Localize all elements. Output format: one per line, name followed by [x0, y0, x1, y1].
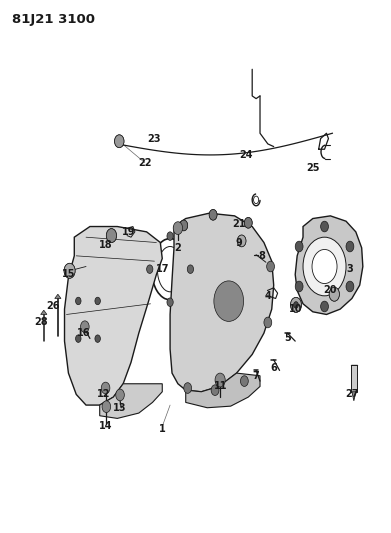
- Circle shape: [81, 321, 89, 333]
- Circle shape: [95, 335, 100, 342]
- Polygon shape: [170, 213, 274, 392]
- Circle shape: [187, 265, 194, 273]
- Text: 20: 20: [324, 286, 337, 295]
- Circle shape: [346, 241, 354, 252]
- Polygon shape: [65, 227, 162, 405]
- Circle shape: [321, 301, 328, 312]
- Text: 27: 27: [345, 390, 359, 399]
- Text: 3: 3: [346, 264, 353, 274]
- Text: 14: 14: [99, 422, 112, 431]
- Circle shape: [115, 135, 124, 148]
- Polygon shape: [186, 373, 260, 408]
- Circle shape: [215, 373, 225, 387]
- Circle shape: [167, 232, 173, 240]
- Text: 12: 12: [97, 390, 110, 399]
- Circle shape: [264, 317, 272, 328]
- Text: 1: 1: [159, 424, 166, 434]
- Circle shape: [291, 297, 301, 312]
- Text: 7: 7: [253, 371, 260, 381]
- Circle shape: [75, 335, 81, 342]
- Text: 15: 15: [62, 270, 75, 279]
- Text: 4: 4: [264, 291, 271, 301]
- Circle shape: [211, 385, 219, 395]
- Text: 10: 10: [289, 304, 302, 314]
- Circle shape: [95, 297, 100, 305]
- Circle shape: [329, 287, 339, 301]
- Text: 16: 16: [77, 328, 91, 338]
- Text: 11: 11: [214, 382, 228, 391]
- Text: 21: 21: [232, 219, 245, 229]
- Circle shape: [209, 209, 217, 220]
- Text: 13: 13: [113, 403, 126, 413]
- Text: 6: 6: [270, 363, 277, 373]
- Circle shape: [106, 229, 117, 243]
- Text: 26: 26: [46, 302, 59, 311]
- Text: 23: 23: [148, 134, 161, 143]
- Circle shape: [180, 220, 188, 231]
- Text: 5: 5: [284, 334, 291, 343]
- Text: 25: 25: [306, 163, 319, 173]
- Text: 19: 19: [122, 227, 136, 237]
- Circle shape: [147, 265, 153, 273]
- Text: 17: 17: [156, 264, 169, 274]
- Text: 28: 28: [34, 318, 48, 327]
- Circle shape: [64, 263, 75, 278]
- Circle shape: [294, 302, 298, 308]
- Circle shape: [184, 383, 192, 393]
- Circle shape: [346, 281, 354, 292]
- Text: 18: 18: [99, 240, 112, 250]
- Text: 8: 8: [258, 251, 265, 261]
- Circle shape: [167, 298, 173, 306]
- Text: 81J21 3100: 81J21 3100: [12, 13, 95, 26]
- Circle shape: [101, 382, 110, 394]
- Circle shape: [214, 281, 244, 321]
- Text: 2: 2: [174, 243, 181, 253]
- Text: 24: 24: [240, 150, 253, 159]
- Circle shape: [295, 281, 303, 292]
- Polygon shape: [352, 392, 356, 401]
- Circle shape: [116, 389, 124, 401]
- Circle shape: [295, 241, 303, 252]
- Circle shape: [321, 221, 328, 232]
- Polygon shape: [100, 384, 162, 418]
- Text: 9: 9: [235, 238, 242, 247]
- Polygon shape: [55, 294, 61, 298]
- Circle shape: [312, 249, 337, 284]
- Circle shape: [173, 222, 183, 235]
- Polygon shape: [295, 216, 363, 314]
- Polygon shape: [41, 310, 47, 314]
- Circle shape: [244, 217, 252, 228]
- Circle shape: [240, 376, 248, 386]
- Circle shape: [75, 297, 81, 305]
- Polygon shape: [351, 365, 357, 392]
- Circle shape: [303, 237, 346, 296]
- Circle shape: [267, 261, 274, 272]
- Circle shape: [102, 401, 111, 413]
- Text: 22: 22: [138, 158, 151, 167]
- Circle shape: [237, 235, 246, 247]
